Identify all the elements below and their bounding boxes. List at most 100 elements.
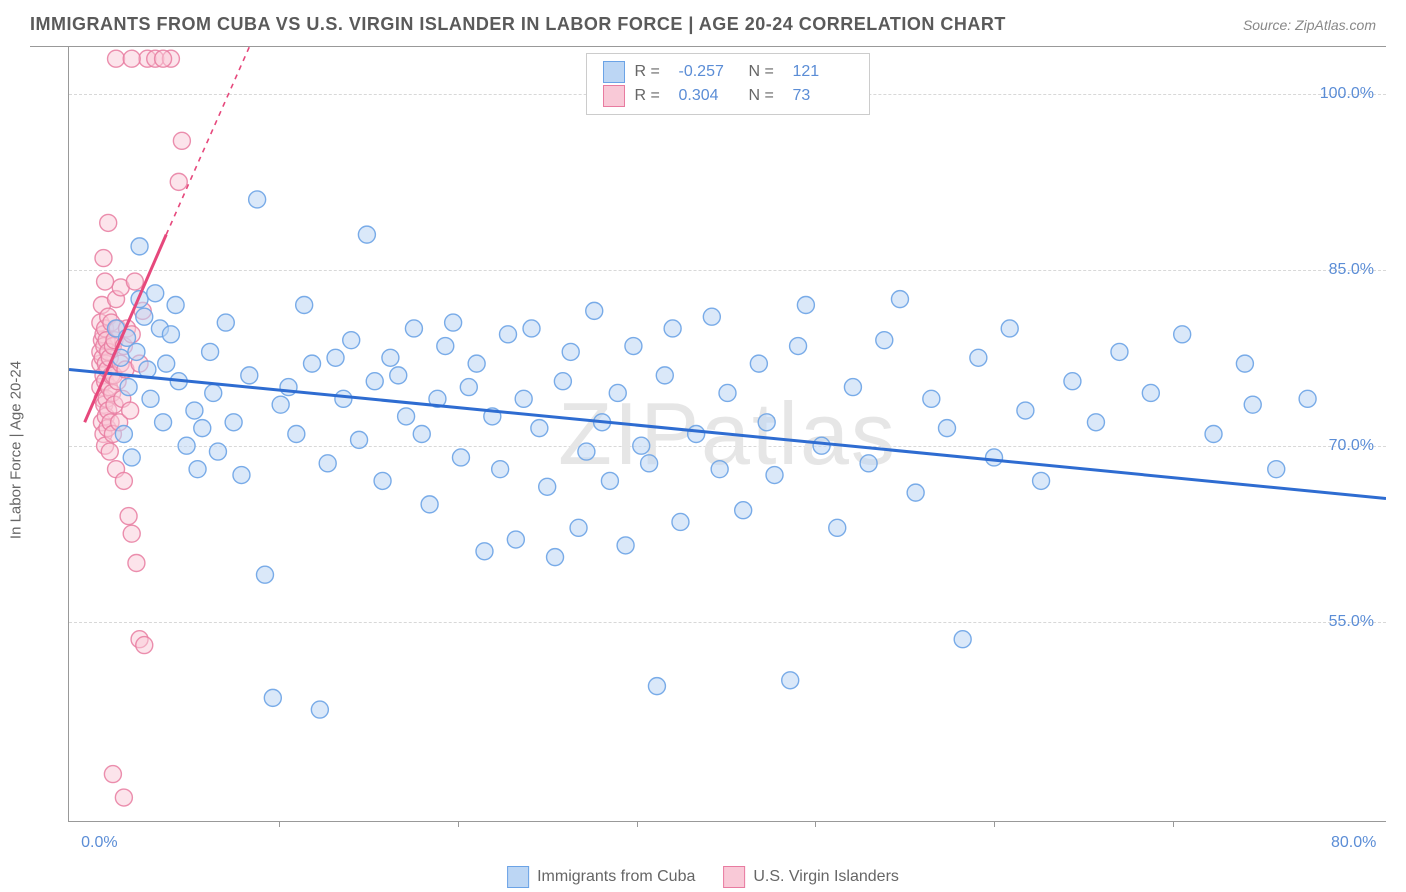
scatter-point-blue xyxy=(189,461,206,478)
scatter-point-blue xyxy=(539,478,556,495)
scatter-point-blue xyxy=(304,355,321,372)
scatter-point-blue xyxy=(142,390,159,407)
scatter-point-blue xyxy=(194,420,211,437)
scatter-point-blue xyxy=(296,297,313,314)
chart-header: IMMIGRANTS FROM CUBA VS U.S. VIRGIN ISLA… xyxy=(0,0,1406,45)
scatter-point-blue xyxy=(249,191,266,208)
scatter-point-blue xyxy=(844,379,861,396)
scatter-point-blue xyxy=(476,543,493,560)
legend-series-label: U.S. Virgin Islanders xyxy=(753,868,899,886)
scatter-point-blue xyxy=(241,367,258,384)
scatter-point-blue xyxy=(374,472,391,489)
scatter-point-blue xyxy=(1268,461,1285,478)
scatter-point-blue xyxy=(209,443,226,460)
scatter-point-blue xyxy=(601,472,618,489)
scatter-point-blue xyxy=(500,326,517,343)
scatter-point-blue xyxy=(829,519,846,536)
scatter-point-blue xyxy=(1236,355,1253,372)
scatter-point-blue xyxy=(468,355,485,372)
scatter-point-pink xyxy=(115,472,132,489)
scatter-point-blue xyxy=(782,672,799,689)
scatter-point-blue xyxy=(609,384,626,401)
scatter-point-blue xyxy=(205,384,222,401)
scatter-point-blue xyxy=(907,484,924,501)
scatter-point-blue xyxy=(390,367,407,384)
legend-series: Immigrants from Cuba U.S. Virgin Islander… xyxy=(507,866,899,888)
scatter-point-blue xyxy=(923,390,940,407)
legend-series-label: Immigrants from Cuba xyxy=(537,868,695,886)
scatter-point-blue xyxy=(523,320,540,337)
scatter-point-blue xyxy=(766,467,783,484)
scatter-point-pink xyxy=(170,173,187,190)
scatter-point-blue xyxy=(1174,326,1191,343)
scatter-point-pink xyxy=(173,132,190,149)
scatter-point-blue xyxy=(343,332,360,349)
scatter-point-blue xyxy=(1205,426,1222,443)
scatter-point-pink xyxy=(126,273,143,290)
scatter-point-blue xyxy=(1017,402,1034,419)
scatter-point-blue xyxy=(891,291,908,308)
scatter-point-blue xyxy=(570,519,587,536)
legend-corr-row: R =0.304N =73 xyxy=(603,84,853,108)
scatter-point-blue xyxy=(554,373,571,390)
scatter-point-blue xyxy=(672,513,689,530)
x-tick xyxy=(994,821,995,827)
scatter-point-blue xyxy=(641,455,658,472)
scatter-point-blue xyxy=(1299,390,1316,407)
scatter-point-blue xyxy=(515,390,532,407)
scatter-point-blue xyxy=(147,285,164,302)
scatter-point-blue xyxy=(531,420,548,437)
scatter-point-blue xyxy=(178,437,195,454)
scatter-point-pink xyxy=(123,50,140,67)
scatter-point-blue xyxy=(797,297,814,314)
scatter-point-blue xyxy=(155,414,172,431)
scatter-point-blue xyxy=(711,461,728,478)
scatter-point-blue xyxy=(939,420,956,437)
scatter-point-blue xyxy=(115,426,132,443)
scatter-point-blue xyxy=(382,349,399,366)
scatter-point-blue xyxy=(625,338,642,355)
scatter-point-blue xyxy=(445,314,462,331)
y-axis-label: In Labor Force | Age 20-24 xyxy=(8,360,25,538)
scatter-point-blue xyxy=(1087,414,1104,431)
legend-n-val: 121 xyxy=(793,60,853,84)
scatter-point-blue xyxy=(703,308,720,325)
scatter-point-blue xyxy=(664,320,681,337)
legend-r-label: R = xyxy=(635,60,669,84)
scatter-point-blue xyxy=(128,343,145,360)
chart-title: IMMIGRANTS FROM CUBA VS U.S. VIRGIN ISLA… xyxy=(30,14,1006,35)
scatter-point-blue xyxy=(860,455,877,472)
legend-swatch xyxy=(603,61,625,83)
scatter-point-blue xyxy=(233,467,250,484)
scatter-point-blue xyxy=(413,426,430,443)
scatter-point-blue xyxy=(452,449,469,466)
scatter-point-blue xyxy=(217,314,234,331)
scatter-point-blue xyxy=(790,338,807,355)
scatter-point-blue xyxy=(876,332,893,349)
legend-series-item: Immigrants from Cuba xyxy=(507,866,695,888)
x-tick xyxy=(637,821,638,827)
scatter-point-pink xyxy=(128,555,145,572)
scatter-point-pink xyxy=(97,273,114,290)
scatter-point-blue xyxy=(398,408,415,425)
x-tick xyxy=(458,821,459,827)
scatter-point-pink xyxy=(101,443,118,460)
scatter-point-blue xyxy=(562,343,579,360)
scatter-point-blue xyxy=(158,355,175,372)
scatter-point-blue xyxy=(719,384,736,401)
scatter-point-blue xyxy=(123,449,140,466)
scatter-point-pink xyxy=(123,525,140,542)
scatter-point-blue xyxy=(758,414,775,431)
legend-n-label: N = xyxy=(749,60,783,84)
x-tick xyxy=(815,821,816,827)
scatter-point-blue xyxy=(351,431,368,448)
scatter-point-blue xyxy=(578,443,595,460)
scatter-point-blue xyxy=(288,426,305,443)
scatter-point-blue xyxy=(421,496,438,513)
scatter-point-blue xyxy=(648,678,665,695)
scatter-point-pink xyxy=(120,508,137,525)
scatter-point-blue xyxy=(437,338,454,355)
scatter-point-blue xyxy=(1033,472,1050,489)
legend-r-label: R = xyxy=(635,84,669,108)
scatter-point-blue xyxy=(1001,320,1018,337)
